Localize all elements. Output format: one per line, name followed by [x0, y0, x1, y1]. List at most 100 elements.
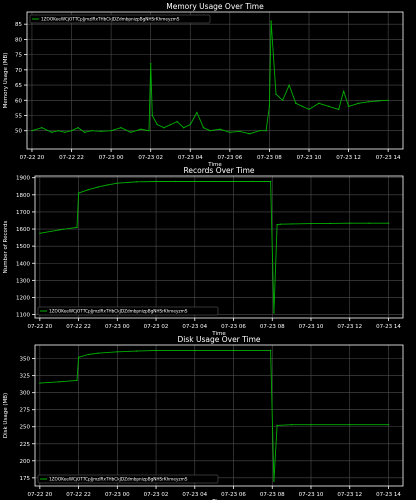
legend-label: 1ZOOKeeWCjOTTCpJjmzlRxTHbCkJDZdmbpnizpBg…: [49, 309, 188, 314]
x-tick-label: 07-23 06: [217, 155, 242, 161]
data-point: [151, 114, 154, 117]
y-tick-label: 60: [15, 98, 22, 104]
data-point: [232, 349, 235, 352]
data-point: [387, 423, 390, 426]
data-point: [329, 222, 332, 225]
data-point: [182, 126, 185, 129]
y-tick-label: 250: [20, 425, 31, 431]
legend-box: [37, 306, 219, 316]
data-point: [84, 131, 86, 133]
data-point: [290, 223, 293, 225]
data-point: [77, 356, 80, 358]
y-tick-label: 1600: [16, 227, 30, 233]
y-tick-label: 1100: [16, 313, 30, 319]
data-point: [377, 100, 379, 102]
data-point: [229, 131, 231, 133]
data-point: [87, 353, 89, 356]
x-tick-label: 07-23 14: [376, 324, 401, 330]
data-point: [77, 192, 80, 194]
data-point: [301, 105, 304, 108]
x-tick-label: 07-23 10: [297, 155, 322, 161]
y-tick-label: 50: [15, 129, 22, 135]
data-point: [368, 222, 370, 224]
data-point: [273, 312, 275, 314]
legend-label: 1ZOOKeeWCjOTTCpJjmzlRxTHbCkJDZdmbpnizpBg…: [49, 477, 188, 482]
y-tick-label: 1700: [16, 210, 30, 216]
chart-title: Records Over Time: [184, 166, 255, 175]
x-tick-label: 07-22 22: [66, 492, 91, 498]
y-tick-label: 225: [20, 442, 31, 448]
y-tick-label: 65: [15, 83, 22, 89]
y-tick-label: 70: [15, 68, 22, 74]
y-tick-label: 80: [15, 37, 22, 43]
data-point: [213, 180, 215, 183]
data-point: [116, 182, 119, 184]
x-axis-label: Time: [211, 331, 226, 337]
x-tick-label: 07-23 04: [178, 155, 203, 161]
data-point: [87, 188, 89, 191]
data-point: [163, 126, 165, 129]
y-tick-label: 1400: [16, 261, 30, 267]
data-point: [110, 130, 112, 132]
data-point: [276, 424, 278, 427]
y-tick-label: 1800: [16, 193, 30, 199]
data-point: [90, 130, 93, 132]
data-point: [232, 180, 235, 183]
data-point: [194, 349, 196, 352]
data-point: [120, 126, 122, 129]
y-axis-label: Memory Usage (MB): [3, 53, 9, 109]
x-tick-label: 07-22 20: [27, 324, 52, 330]
y-tick-label: 1500: [16, 244, 30, 250]
chart-title: Disk Usage Over Time: [177, 335, 260, 344]
data-point: [135, 350, 138, 352]
y-axis-label: Disk Usage (MB): [3, 393, 9, 438]
x-tick-label: 07-23 02: [144, 324, 169, 330]
data-point: [349, 222, 351, 224]
data-point: [196, 111, 198, 114]
x-tick-label: 07-23 08: [257, 155, 282, 161]
plot-area: [35, 345, 403, 486]
x-tick-label: 07-22 20: [20, 155, 45, 161]
y-tick-label: 275: [20, 408, 31, 414]
data-point: [209, 130, 211, 132]
data-point: [58, 381, 60, 383]
x-tick-label: 07-23 06: [221, 324, 246, 330]
axes-frame: [26, 11, 404, 150]
data-point: [169, 123, 172, 126]
data-point: [347, 105, 350, 108]
x-tick-label: 07-23 08: [260, 324, 285, 330]
x-tick-label: 07-23 02: [144, 492, 169, 498]
data-point: [310, 423, 312, 426]
y-tick-label: 1900: [16, 176, 30, 182]
data-point: [174, 180, 177, 183]
x-tick-label: 07-23 00: [105, 492, 130, 498]
data-point: [269, 180, 272, 183]
y-tick-label: 300: [20, 391, 31, 397]
x-tick-label: 07-23 14: [376, 492, 401, 498]
data-point: [337, 108, 340, 111]
data-point: [148, 130, 150, 132]
data-point: [41, 126, 43, 129]
data-point: [189, 123, 191, 126]
data-point: [239, 130, 241, 133]
chart-title: Memory Usage Over Time: [166, 2, 264, 11]
data-point: [328, 105, 330, 108]
data-point: [367, 101, 370, 103]
data-point: [279, 223, 282, 225]
y-tick-label: 175: [20, 476, 31, 482]
x-tick-label: 07-22 22: [66, 324, 91, 330]
data-point: [265, 130, 267, 132]
plot-area: [35, 176, 403, 318]
legend-box: [29, 14, 211, 24]
x-tick-label: 07-22 22: [59, 155, 84, 161]
data-point: [57, 130, 60, 132]
data-point: [290, 423, 293, 426]
y-axis-label: Number of Records: [3, 220, 9, 273]
data-point: [273, 480, 275, 482]
data-point: [288, 84, 290, 86]
chart-panel-3: 07-22 20 07-22 22 07-23 00 07-23 02 07-23 04…: [3, 335, 404, 500]
data-point: [97, 352, 99, 354]
data-point: [155, 180, 157, 183]
data-point: [176, 120, 178, 123]
y-tick-label: 350: [20, 357, 31, 363]
